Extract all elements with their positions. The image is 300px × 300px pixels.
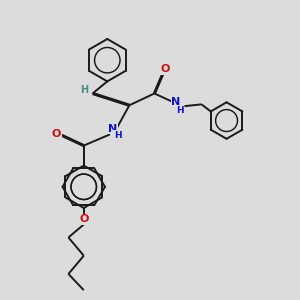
Text: N: N bbox=[171, 97, 181, 107]
Text: N: N bbox=[108, 124, 118, 134]
Text: O: O bbox=[52, 129, 61, 139]
Text: H: H bbox=[176, 106, 184, 115]
Text: H: H bbox=[80, 85, 88, 95]
Text: O: O bbox=[160, 64, 169, 74]
Text: H: H bbox=[114, 131, 122, 140]
Text: O: O bbox=[79, 214, 88, 224]
